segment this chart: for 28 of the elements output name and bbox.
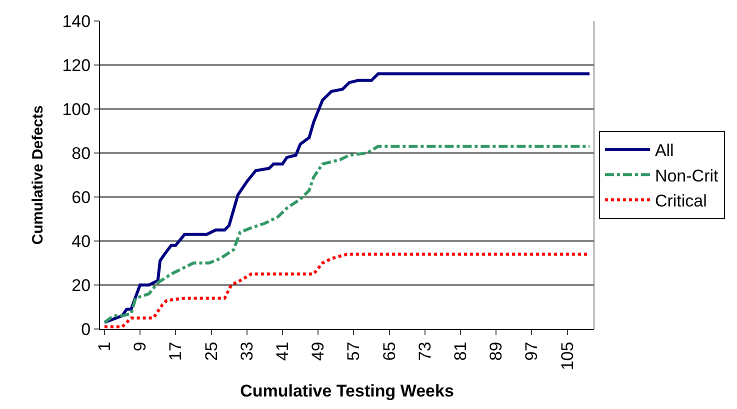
y-tick-label: 60 xyxy=(72,188,91,207)
legend-label: Non-Crit xyxy=(654,166,718,186)
x-tick-label: 73 xyxy=(415,342,434,361)
legend-label: Critical xyxy=(654,191,707,210)
x-tick-label: 81 xyxy=(451,342,470,361)
x-tick-label: 33 xyxy=(237,342,256,361)
y-tick-label: 0 xyxy=(81,320,91,339)
y-tick-label: 100 xyxy=(62,100,91,119)
x-tick-label: 9 xyxy=(130,342,150,352)
x-tick-label: 97 xyxy=(522,342,542,361)
y-tick-label: 80 xyxy=(72,144,91,163)
x-tick-label: 57 xyxy=(344,342,364,361)
legend-label: All xyxy=(654,141,674,160)
y-tick-label: 120 xyxy=(62,56,91,75)
y-axis-title: Cumulative Defects xyxy=(29,105,46,245)
x-axis-title: Cumulative Testing Weeks xyxy=(240,382,454,401)
x-tick-label: 1 xyxy=(94,342,114,352)
x-tick-label: 49 xyxy=(308,342,328,361)
x-tick-label: 105 xyxy=(558,342,577,370)
line-series xyxy=(102,144,592,324)
x-tick-label: 89 xyxy=(486,342,506,361)
x-tick-label: 65 xyxy=(380,342,399,361)
y-tick-label: 140 xyxy=(62,12,91,31)
y-tick-label: 40 xyxy=(72,232,91,251)
y-tick-label: 20 xyxy=(72,276,91,295)
x-tick-label: 25 xyxy=(202,342,221,361)
x-tick-label: 41 xyxy=(272,342,292,361)
x-tick-label: 17 xyxy=(166,342,186,361)
